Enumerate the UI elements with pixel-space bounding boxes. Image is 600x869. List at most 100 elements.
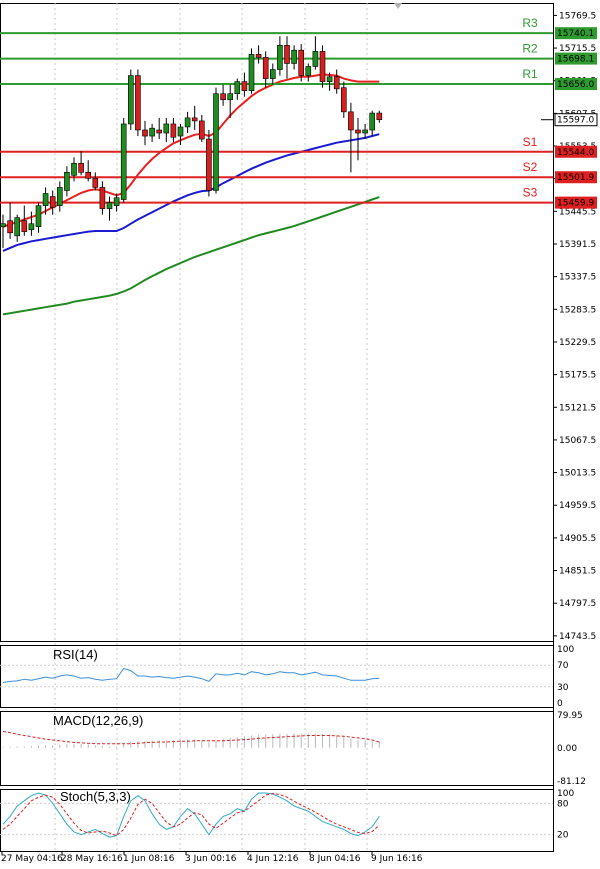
time-tick-label: 3 Jun 00:16 xyxy=(185,854,237,864)
ma-red-line xyxy=(2,73,380,228)
price-tick-label: 14743.5 xyxy=(559,632,596,642)
candle-body xyxy=(319,51,326,82)
level-price-tag xyxy=(555,78,597,91)
level-price-tag xyxy=(555,27,597,40)
macd-tick-label: -81.12 xyxy=(557,777,586,787)
time-tick-label: 1 Jun 08:16 xyxy=(123,854,175,864)
current-price-tag xyxy=(554,113,598,127)
rsi-tick-label: 70 xyxy=(557,661,569,671)
level-price-tag xyxy=(555,52,597,65)
candle-body xyxy=(206,138,212,191)
rsi-tick-label: 30 xyxy=(557,683,569,693)
ma-blue-line xyxy=(2,133,380,252)
candle-body xyxy=(149,127,155,137)
stoch-k-line xyxy=(2,792,380,838)
time-tick-label: 28 May 16:16 xyxy=(61,854,123,864)
level-name-r2: R2 xyxy=(522,42,538,56)
candle-body xyxy=(128,75,134,125)
rsi-tick-label: 100 xyxy=(557,645,574,655)
candle-body xyxy=(106,202,113,209)
candle-body xyxy=(99,187,106,209)
level-price-label: 15501.9 xyxy=(557,173,594,183)
level-price-label: 15698.1 xyxy=(557,55,594,65)
candle-body xyxy=(7,220,13,234)
candle-body xyxy=(248,54,255,91)
rsi-title: RSI(14) xyxy=(53,647,98,662)
candle-body xyxy=(120,123,127,200)
level-name-r1: R1 xyxy=(522,67,538,81)
candle-body xyxy=(255,54,262,58)
rsi-pane xyxy=(0,645,554,708)
candle-body xyxy=(142,129,148,137)
price-tick-label: 15067.5 xyxy=(559,436,596,446)
candle-body xyxy=(113,197,120,206)
candle-body xyxy=(177,126,184,137)
price-tick-label: 14851.5 xyxy=(559,567,596,577)
level-name-s2: S2 xyxy=(523,160,538,174)
price-tick-label: 15445.5 xyxy=(559,207,596,217)
price-tick-label: 14797.5 xyxy=(559,599,596,609)
candle-body xyxy=(170,123,177,138)
price-tick-label: 15013.5 xyxy=(559,469,596,479)
stoch-tick-label: 100 xyxy=(557,789,574,799)
candle-body xyxy=(326,76,333,82)
price-tick-label: 15283.5 xyxy=(559,305,596,315)
level-price-label: 15544.0 xyxy=(557,148,594,158)
candle-body xyxy=(64,172,70,191)
candle-body xyxy=(348,111,354,131)
stoch-tick-label: 80 xyxy=(557,799,569,809)
candle-body xyxy=(28,223,35,231)
candle-body xyxy=(284,45,290,64)
candle-body xyxy=(305,66,312,76)
candle-body xyxy=(163,123,170,134)
candle-body xyxy=(191,117,198,122)
candle-body xyxy=(227,93,233,101)
ma-green-line xyxy=(2,196,380,316)
candle-body xyxy=(277,45,283,70)
candle-body xyxy=(14,217,20,237)
candle-body xyxy=(369,112,376,131)
candle-body xyxy=(135,75,141,131)
candle-body xyxy=(49,196,56,208)
time-tick-label: 8 Jun 04:16 xyxy=(309,854,361,864)
candle-body xyxy=(355,129,361,134)
candle-body xyxy=(376,112,383,121)
candle-body xyxy=(213,93,219,191)
rsi-tick-label: 0 xyxy=(557,699,563,709)
candle-body xyxy=(71,162,77,176)
candle-body xyxy=(184,117,191,128)
level-price-label: 15656.0 xyxy=(557,80,594,90)
level-price-label: 15459.9 xyxy=(557,199,594,209)
rsi-line xyxy=(2,667,380,683)
price-tick-label: 15175.5 xyxy=(559,371,596,381)
macd-tick-label: 0.00 xyxy=(557,744,577,754)
stoch-pane xyxy=(0,789,554,852)
time-tick-label: 9 Jun 16:16 xyxy=(371,854,423,864)
price-tick-label: 15391.5 xyxy=(559,240,596,250)
candle-body xyxy=(298,49,305,76)
level-price-tag xyxy=(555,196,597,209)
current-price-label: 15597.0 xyxy=(557,116,594,126)
price-tick-label: 15337.5 xyxy=(559,273,596,283)
stoch-d-line xyxy=(2,792,380,837)
stoch-title: Stoch(5,3,3) xyxy=(60,789,131,804)
macd-title: MACD(12,26,9) xyxy=(53,713,143,728)
price-tick-label: 15769.5 xyxy=(559,11,596,21)
candle-body xyxy=(269,69,276,79)
candle-body xyxy=(42,193,49,206)
candle-body xyxy=(362,129,368,134)
price-tick-label: 15715.5 xyxy=(559,44,596,54)
candle-body xyxy=(35,205,42,228)
level-price-label: 15740.1 xyxy=(557,29,594,39)
candle-body xyxy=(234,81,241,95)
macd-tick-label: 79.95 xyxy=(557,711,583,721)
level-name-r3: R3 xyxy=(522,16,538,30)
scroll-marker-icon[interactable] xyxy=(394,3,402,9)
candle-body xyxy=(199,120,205,140)
price-tick-label: 14959.5 xyxy=(559,501,596,511)
candle-body xyxy=(56,187,63,206)
candle-body xyxy=(262,57,269,79)
candle-body xyxy=(92,178,99,188)
